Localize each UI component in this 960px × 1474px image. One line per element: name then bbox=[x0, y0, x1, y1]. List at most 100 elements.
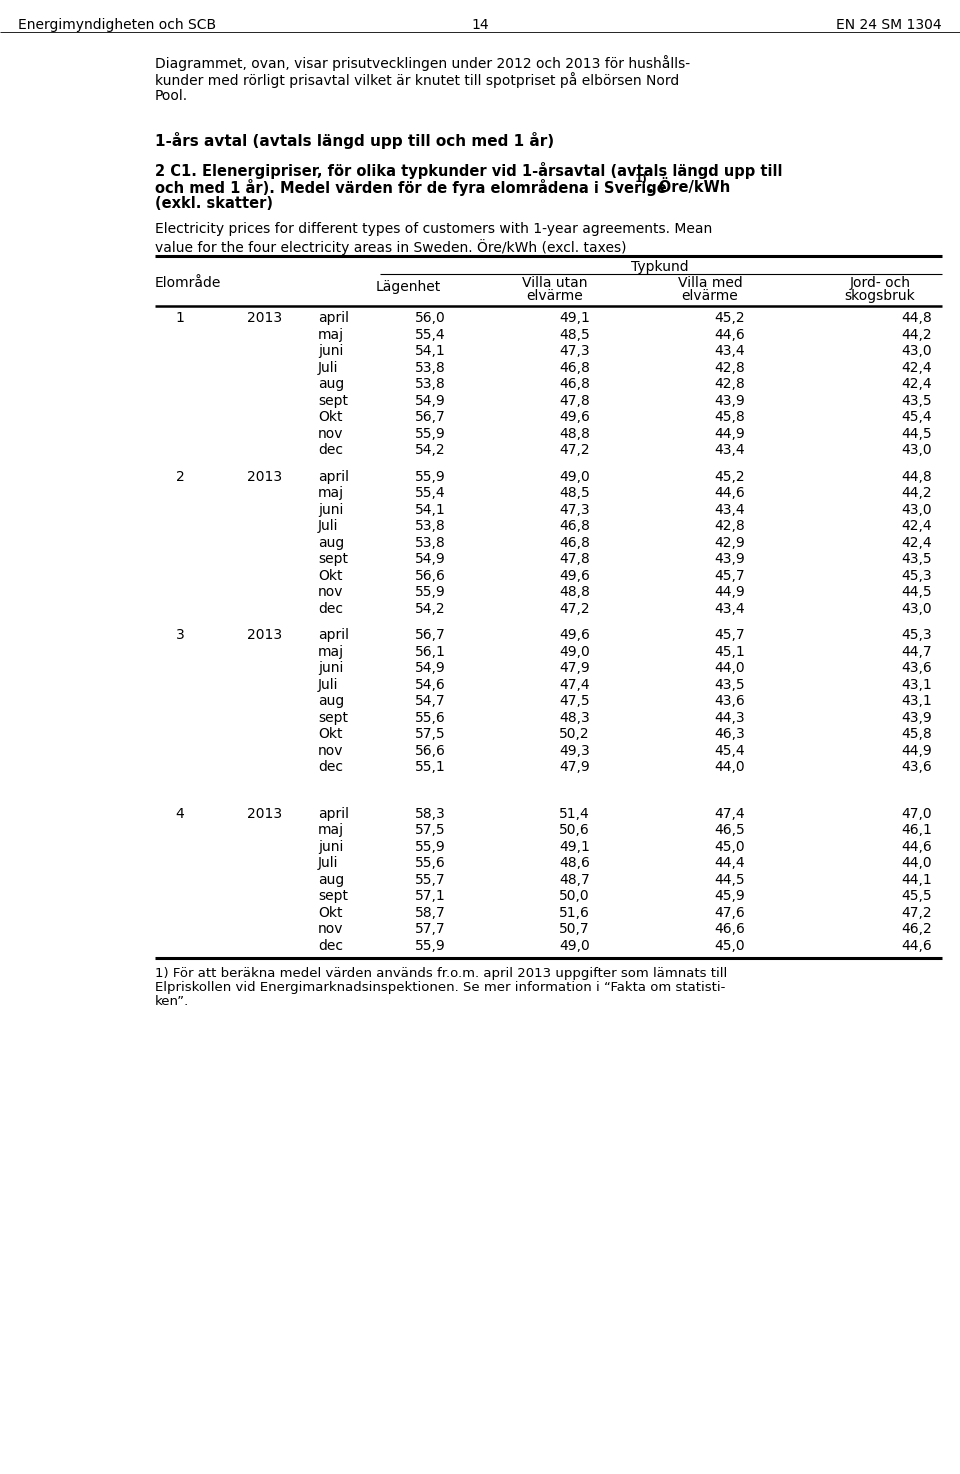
Text: dec: dec bbox=[318, 939, 343, 952]
Text: 54,6: 54,6 bbox=[416, 678, 446, 691]
Text: 44,8: 44,8 bbox=[901, 470, 932, 483]
Text: 47,2: 47,2 bbox=[560, 444, 590, 457]
Text: 45,4: 45,4 bbox=[901, 410, 932, 425]
Text: 43,6: 43,6 bbox=[901, 761, 932, 774]
Text: 44,1: 44,1 bbox=[901, 873, 932, 886]
Text: 55,9: 55,9 bbox=[416, 840, 446, 853]
Text: 48,3: 48,3 bbox=[560, 710, 590, 725]
Text: sept: sept bbox=[318, 889, 348, 904]
Text: 47,0: 47,0 bbox=[901, 806, 932, 821]
Text: 55,4: 55,4 bbox=[416, 486, 446, 500]
Text: 55,6: 55,6 bbox=[416, 856, 446, 870]
Text: juni: juni bbox=[318, 840, 344, 853]
Text: 43,0: 43,0 bbox=[901, 444, 932, 457]
Text: 46,1: 46,1 bbox=[901, 822, 932, 837]
Text: 45,2: 45,2 bbox=[714, 470, 745, 483]
Text: Juli: Juli bbox=[318, 678, 339, 691]
Text: 49,6: 49,6 bbox=[559, 628, 590, 643]
Text: 42,8: 42,8 bbox=[714, 519, 745, 534]
Text: sept: sept bbox=[318, 394, 348, 407]
Text: 54,9: 54,9 bbox=[416, 551, 446, 566]
Text: 49,6: 49,6 bbox=[559, 569, 590, 582]
Text: 43,9: 43,9 bbox=[901, 710, 932, 725]
Text: 45,2: 45,2 bbox=[714, 311, 745, 324]
Text: 48,5: 48,5 bbox=[560, 486, 590, 500]
Text: 50,6: 50,6 bbox=[560, 822, 590, 837]
Text: Elområde: Elområde bbox=[155, 276, 222, 290]
Text: Villa utan: Villa utan bbox=[522, 276, 588, 290]
Text: 48,7: 48,7 bbox=[560, 873, 590, 886]
Text: 43,4: 43,4 bbox=[714, 343, 745, 358]
Text: 43,4: 43,4 bbox=[714, 601, 745, 616]
Text: nov: nov bbox=[318, 743, 344, 758]
Text: 47,4: 47,4 bbox=[560, 678, 590, 691]
Text: 44,6: 44,6 bbox=[901, 840, 932, 853]
Text: . Öre/kWh: . Öre/kWh bbox=[648, 178, 731, 195]
Text: 43,1: 43,1 bbox=[901, 694, 932, 708]
Text: 2 C1. Elenergipriser, för olika typkunder vid 1-årsavtal (avtals längd upp till: 2 C1. Elenergipriser, för olika typkunde… bbox=[155, 162, 782, 178]
Text: 56,1: 56,1 bbox=[415, 644, 446, 659]
Text: 2013: 2013 bbox=[248, 470, 282, 483]
Text: 45,3: 45,3 bbox=[901, 628, 932, 643]
Text: 44,0: 44,0 bbox=[901, 856, 932, 870]
Text: nov: nov bbox=[318, 585, 344, 598]
Text: 55,9: 55,9 bbox=[416, 585, 446, 598]
Text: 45,0: 45,0 bbox=[714, 840, 745, 853]
Text: 43,4: 43,4 bbox=[714, 444, 745, 457]
Text: kunder med rörligt prisavtal vilket är knutet till spotpriset på elbörsen Nord: kunder med rörligt prisavtal vilket är k… bbox=[155, 72, 680, 88]
Text: sept: sept bbox=[318, 551, 348, 566]
Text: 49,3: 49,3 bbox=[560, 743, 590, 758]
Text: 46,5: 46,5 bbox=[714, 822, 745, 837]
Text: 49,1: 49,1 bbox=[559, 311, 590, 324]
Text: 47,2: 47,2 bbox=[560, 601, 590, 616]
Text: 53,8: 53,8 bbox=[416, 377, 446, 391]
Text: juni: juni bbox=[318, 343, 344, 358]
Text: april: april bbox=[318, 806, 349, 821]
Text: 43,0: 43,0 bbox=[901, 503, 932, 516]
Text: 43,5: 43,5 bbox=[901, 551, 932, 566]
Text: 55,1: 55,1 bbox=[416, 761, 446, 774]
Text: 57,5: 57,5 bbox=[416, 822, 446, 837]
Text: maj: maj bbox=[318, 327, 344, 342]
Text: Lägenhet: Lägenhet bbox=[375, 280, 441, 293]
Text: 53,8: 53,8 bbox=[416, 519, 446, 534]
Text: 44,9: 44,9 bbox=[714, 426, 745, 441]
Text: och med 1 år). Medel värden för de fyra elområdena i Sverige: och med 1 år). Medel värden för de fyra … bbox=[155, 178, 667, 196]
Text: 47,8: 47,8 bbox=[560, 394, 590, 407]
Text: aug: aug bbox=[318, 535, 345, 550]
Text: 48,5: 48,5 bbox=[560, 327, 590, 342]
Text: Energimyndigheten och SCB: Energimyndigheten och SCB bbox=[18, 18, 216, 32]
Text: 44,6: 44,6 bbox=[714, 327, 745, 342]
Text: 54,9: 54,9 bbox=[416, 660, 446, 675]
Text: juni: juni bbox=[318, 503, 344, 516]
Text: 49,1: 49,1 bbox=[559, 840, 590, 853]
Text: april: april bbox=[318, 311, 349, 324]
Text: 48,8: 48,8 bbox=[559, 585, 590, 598]
Text: 46,8: 46,8 bbox=[559, 361, 590, 374]
Text: 47,2: 47,2 bbox=[901, 905, 932, 920]
Text: Juli: Juli bbox=[318, 519, 339, 534]
Text: 44,5: 44,5 bbox=[714, 873, 745, 886]
Text: Electricity prices for different types of customers with 1-year agreements. Mean: Electricity prices for different types o… bbox=[155, 223, 712, 236]
Text: 57,1: 57,1 bbox=[416, 889, 446, 904]
Text: 43,1: 43,1 bbox=[901, 678, 932, 691]
Text: 57,7: 57,7 bbox=[416, 923, 446, 936]
Text: 43,4: 43,4 bbox=[714, 503, 745, 516]
Text: april: april bbox=[318, 470, 349, 483]
Text: nov: nov bbox=[318, 426, 344, 441]
Text: 55,9: 55,9 bbox=[416, 470, 446, 483]
Text: 47,9: 47,9 bbox=[560, 761, 590, 774]
Text: 51,4: 51,4 bbox=[560, 806, 590, 821]
Text: 2013: 2013 bbox=[248, 311, 282, 324]
Text: 49,0: 49,0 bbox=[560, 939, 590, 952]
Text: Jord- och: Jord- och bbox=[850, 276, 910, 290]
Text: 44,5: 44,5 bbox=[901, 585, 932, 598]
Text: 46,3: 46,3 bbox=[714, 727, 745, 741]
Text: 44,6: 44,6 bbox=[714, 486, 745, 500]
Text: 50,7: 50,7 bbox=[560, 923, 590, 936]
Text: 47,9: 47,9 bbox=[560, 660, 590, 675]
Text: 42,4: 42,4 bbox=[901, 377, 932, 391]
Text: maj: maj bbox=[318, 644, 344, 659]
Text: 46,8: 46,8 bbox=[559, 535, 590, 550]
Text: 47,5: 47,5 bbox=[560, 694, 590, 708]
